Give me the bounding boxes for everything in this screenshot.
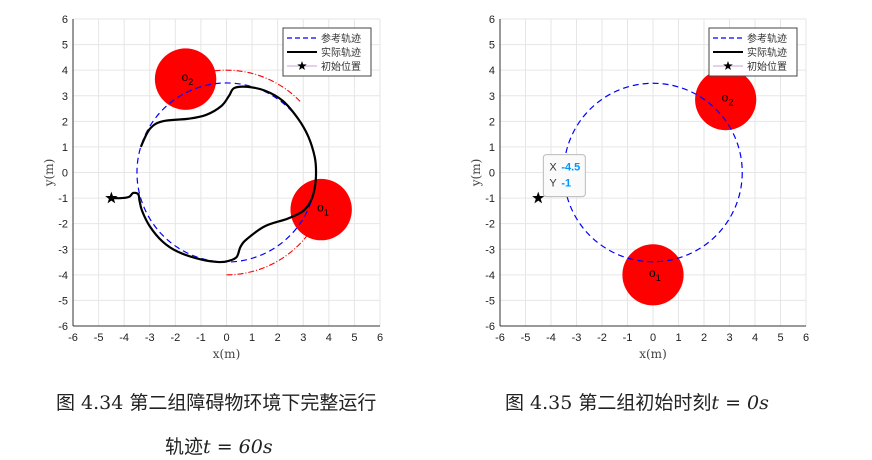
chart-2: -6-6 -5 -5 -4 -4 -3 -3 -2 -2 -1 -1 0 0 1 1 2 2 3 3 4 4 5 5 6 6 x(… (469, 14, 809, 361)
x-tick-label: -2 (597, 332, 607, 344)
y-tick-label: -5 (485, 295, 495, 307)
y-axis-label: y(m) (42, 159, 56, 188)
y-tick-label: -2 (58, 219, 68, 231)
datatip-y-value: -1 (561, 178, 571, 190)
y-tick-label: -6 (485, 321, 495, 333)
x-tick-label: 6 (377, 332, 383, 344)
x-tick-label: 5 (351, 332, 357, 344)
legend-label: 初始位置 (747, 60, 787, 73)
caption-fig-4-35: 图 4.35 第二组初始时刻t = 0s (505, 388, 769, 415)
actual-trajectory (111, 85, 318, 264)
y-tick-label: -5 (58, 295, 68, 307)
obstacle-label: o1 (317, 201, 329, 218)
x-tick-label: -1 (623, 332, 633, 344)
obstacle (290, 178, 352, 241)
x-tick-label: 4 (326, 332, 332, 344)
legend-label: 参考轨迹 (747, 32, 787, 45)
chart-1: -6-6 -5 -5 -4 -4 -3 -3 -2 -2 -1 -1 0 0 1 1 2 2 3 3 4 4 5 5 6 6 x(… (42, 14, 383, 361)
x-tick-label: 0 (223, 332, 229, 344)
y-tick-label: -6 (58, 321, 68, 333)
x-tick-label: -2 (170, 332, 180, 344)
caption-text: 图 4.34 第二组障碍物环境下完整运行 (56, 392, 377, 414)
y-tick-label: -2 (485, 219, 495, 231)
y-axis-label: y(m) (469, 159, 483, 188)
y-tick-label: 2 (62, 116, 68, 128)
datatip-y-label: Y (549, 178, 557, 190)
datatip-x-value: -4.5 (561, 162, 580, 174)
caption-text: 轨迹 (165, 436, 204, 458)
x-tick-label: 5 (777, 332, 783, 344)
start-marker-star (532, 191, 545, 204)
x-tick-label: -3 (572, 332, 582, 344)
x-axis-label: x(m) (213, 347, 241, 361)
x-axis-label: x(m) (639, 347, 667, 361)
x-tick-label: -4 (546, 332, 556, 344)
legend-star-icon (297, 61, 307, 71)
x-tick-label: 1 (249, 332, 255, 344)
reference-trajectory (563, 82, 743, 263)
obstacle-label-subscript: 1 (324, 208, 329, 218)
y-tick-label: 2 (489, 116, 495, 128)
x-tick-label: -5 (521, 332, 531, 344)
y-tick-label: 4 (489, 65, 495, 77)
y-tick-label: 1 (489, 142, 495, 154)
caption-math: t = 0s (711, 392, 769, 414)
x-tick-label: -5 (94, 332, 104, 344)
y-tick-label: -3 (485, 244, 495, 256)
x-tick-label: 3 (300, 332, 306, 344)
y-tick-label: 3 (62, 91, 68, 103)
y-tick-label: 0 (489, 168, 495, 180)
y-tick-label: -4 (58, 270, 68, 282)
x-tick-label: -6 (495, 332, 505, 344)
obstacle-label-subscript: 1 (656, 273, 661, 283)
x-tick-label: 6 (803, 332, 809, 344)
obstacle (154, 48, 217, 110)
x-tick-label: 2 (275, 332, 281, 344)
y-tick-label: -3 (58, 244, 68, 256)
legend-star-icon (723, 61, 733, 71)
legend-label: 实际轨迹 (321, 46, 361, 59)
y-tick-label: 1 (62, 142, 68, 154)
obstacle-label: o1 (649, 266, 661, 283)
legend-label: 参考轨迹 (321, 32, 361, 45)
y-tick-label: 5 (489, 40, 495, 52)
x-tick-label: 1 (675, 332, 681, 344)
y-tick-label: 6 (62, 14, 68, 26)
y-tick-label: -1 (485, 193, 495, 205)
obstacle-label-subscript: 2 (728, 98, 733, 108)
x-tick-label: -1 (196, 332, 206, 344)
y-tick-label: 6 (489, 14, 495, 26)
obstacle (695, 68, 757, 131)
y-tick-label: -4 (485, 270, 495, 282)
x-tick-label: 3 (726, 332, 732, 344)
x-tick-label: 2 (701, 332, 707, 344)
legend-label: 实际轨迹 (747, 46, 787, 59)
obstacle-label-subscript: 2 (188, 77, 193, 87)
x-tick-label: -6 (68, 332, 78, 344)
x-tick-label: -4 (119, 332, 129, 344)
datatip-box (542, 154, 586, 198)
y-tick-label: -1 (58, 193, 68, 205)
legend-label: 初始位置 (321, 60, 361, 73)
y-tick-label: 3 (489, 91, 495, 103)
start-marker-star (105, 191, 118, 204)
y-tick-label: 5 (62, 40, 68, 52)
caption-text: 图 4.35 第二组初始时刻 (505, 392, 712, 414)
datatip-x-label: X (549, 162, 557, 174)
safety-arc (213, 69, 301, 102)
x-tick-label: 4 (752, 332, 758, 344)
figures: -6-6-5-5-4-4-3-3-2-2-1-100112233445566x(… (42, 14, 809, 361)
obstacle-label: o2 (182, 70, 194, 87)
x-tick-label: -3 (145, 332, 155, 344)
y-tick-label: 4 (62, 65, 68, 77)
x-tick-label: 0 (650, 332, 656, 344)
safety-arc (226, 233, 309, 276)
obstacle (622, 244, 684, 306)
obstacle-label: o2 (722, 91, 734, 108)
caption-fig-4-34-line2: 轨迹t = 60s (165, 432, 273, 459)
y-tick-label: 0 (62, 168, 68, 180)
caption-math: t = 60s (203, 436, 273, 458)
caption-fig-4-34: 图 4.34 第二组障碍物环境下完整运行 (56, 388, 376, 415)
